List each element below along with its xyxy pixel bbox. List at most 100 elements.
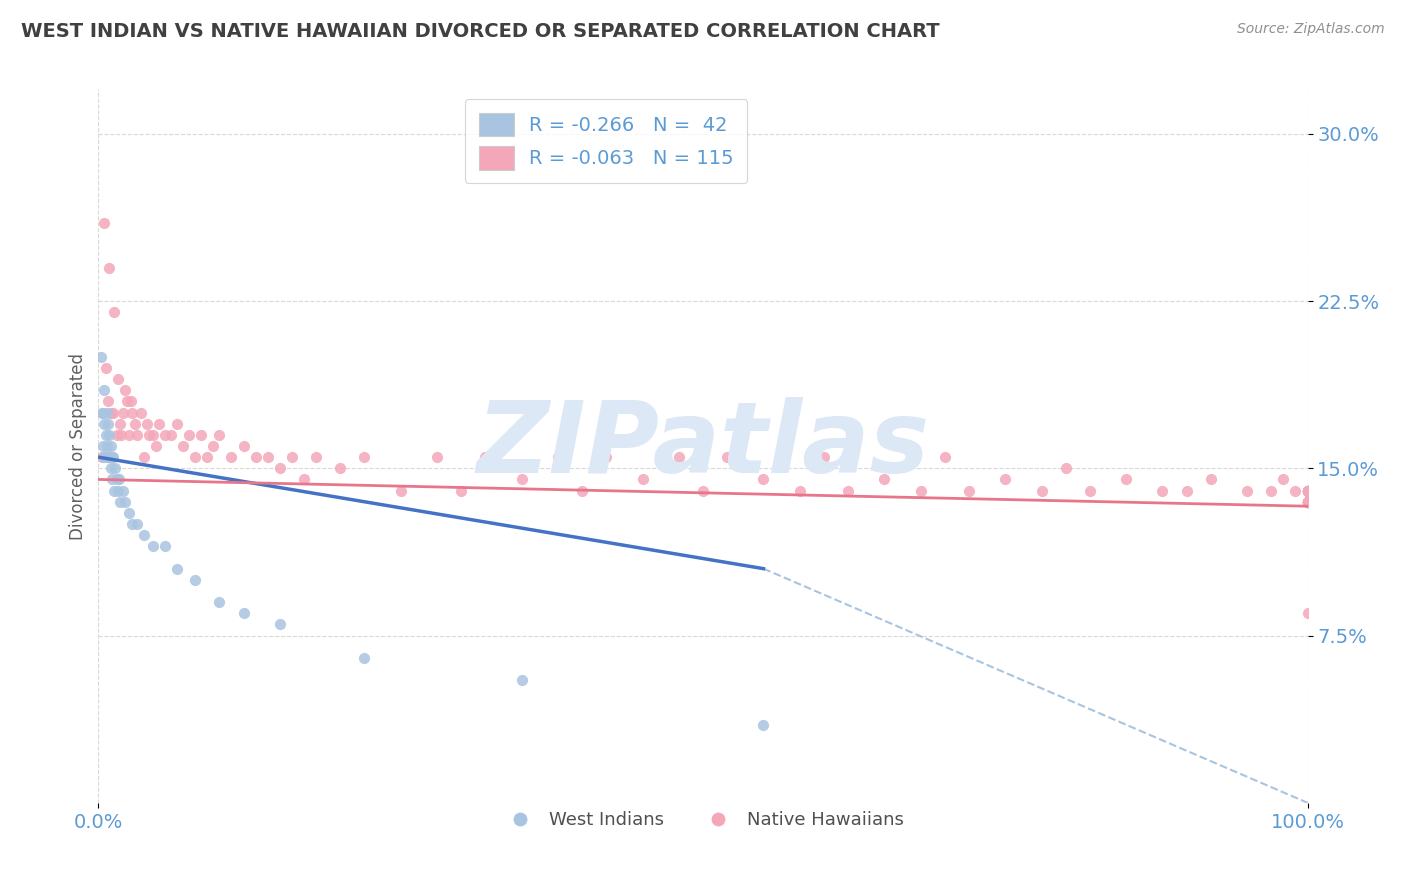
Point (105, 473, 128, 487)
Point (1296, 494, 1319, 508)
Point (101, 450, 124, 464)
Point (1296, 494, 1319, 508)
Point (1296, 494, 1319, 508)
Point (1078, 483, 1101, 498)
Point (91, 439, 114, 453)
Legend: West Indians, Native Hawaiians: West Indians, Native Hawaiians (495, 805, 911, 837)
Point (98, 260, 121, 275)
Point (96, 405, 118, 419)
Point (103, 305, 125, 319)
Point (305, 450, 328, 464)
Point (1296, 483, 1319, 498)
Point (135, 417, 157, 431)
Point (510, 673, 533, 687)
Point (221, 450, 243, 464)
Point (148, 417, 170, 431)
Point (1031, 483, 1053, 498)
Point (114, 384, 136, 398)
Point (160, 427, 183, 442)
Point (631, 473, 654, 487)
Point (118, 506, 141, 520)
Y-axis label: Divorced or Separated: Divorced or Separated (69, 352, 87, 540)
Point (692, 483, 714, 498)
Text: WEST INDIAN VS NATIVE HAWAIIAN DIVORCED OR SEPARATED CORRELATION CHART: WEST INDIAN VS NATIVE HAWAIIAN DIVORCED … (21, 22, 939, 41)
Point (1296, 483, 1319, 498)
Point (934, 450, 956, 464)
Point (256, 450, 278, 464)
Point (232, 439, 254, 453)
Point (1296, 494, 1319, 508)
Point (145, 439, 167, 453)
Point (100, 450, 122, 464)
Point (93, 417, 115, 431)
Point (103, 483, 125, 498)
Point (100, 439, 122, 453)
Point (111, 405, 134, 419)
Point (208, 595, 231, 609)
Point (129, 405, 152, 419)
Point (104, 461, 127, 475)
Point (184, 450, 207, 464)
Point (1296, 483, 1319, 498)
Point (97, 417, 120, 431)
Point (1296, 483, 1319, 498)
Point (837, 483, 859, 498)
Point (426, 450, 449, 464)
Point (202, 439, 225, 453)
Point (1296, 483, 1319, 498)
Point (1296, 494, 1319, 508)
Point (1175, 483, 1198, 498)
Point (93, 450, 115, 464)
Text: Source: ZipAtlas.com: Source: ZipAtlas.com (1237, 22, 1385, 37)
Point (752, 717, 775, 731)
Point (1284, 483, 1306, 498)
Point (1296, 483, 1319, 498)
Point (97, 394, 120, 409)
Point (98, 450, 121, 464)
Point (142, 427, 165, 442)
Point (153, 427, 176, 442)
Point (166, 417, 188, 431)
Point (281, 450, 304, 464)
Point (142, 539, 165, 553)
Point (1296, 494, 1319, 508)
Point (957, 483, 980, 498)
Point (1296, 483, 1319, 498)
Point (91, 450, 114, 464)
Point (190, 427, 212, 442)
Point (94, 360, 117, 375)
Point (873, 473, 896, 487)
Point (94, 450, 117, 464)
Point (101, 405, 124, 419)
Point (1054, 461, 1077, 475)
Point (1296, 494, 1319, 508)
Point (91, 405, 114, 419)
Point (105, 427, 128, 442)
Point (1296, 494, 1319, 508)
Point (98, 427, 121, 442)
Point (172, 439, 194, 453)
Point (107, 483, 129, 498)
Point (1236, 483, 1258, 498)
Point (96, 439, 118, 453)
Point (1296, 483, 1319, 498)
Point (353, 450, 375, 464)
Point (474, 450, 496, 464)
Point (108, 473, 131, 487)
Point (789, 483, 811, 498)
Point (134, 450, 156, 464)
Point (1260, 483, 1282, 498)
Point (127, 516, 149, 531)
Point (1296, 483, 1319, 498)
Point (389, 483, 412, 498)
Point (752, 473, 775, 487)
Point (353, 651, 375, 665)
Point (93, 384, 115, 398)
Point (153, 539, 176, 553)
Point (1296, 607, 1319, 621)
Point (510, 473, 533, 487)
Point (1152, 483, 1174, 498)
Point (1296, 483, 1319, 498)
Point (1296, 494, 1319, 508)
Point (1296, 494, 1319, 508)
